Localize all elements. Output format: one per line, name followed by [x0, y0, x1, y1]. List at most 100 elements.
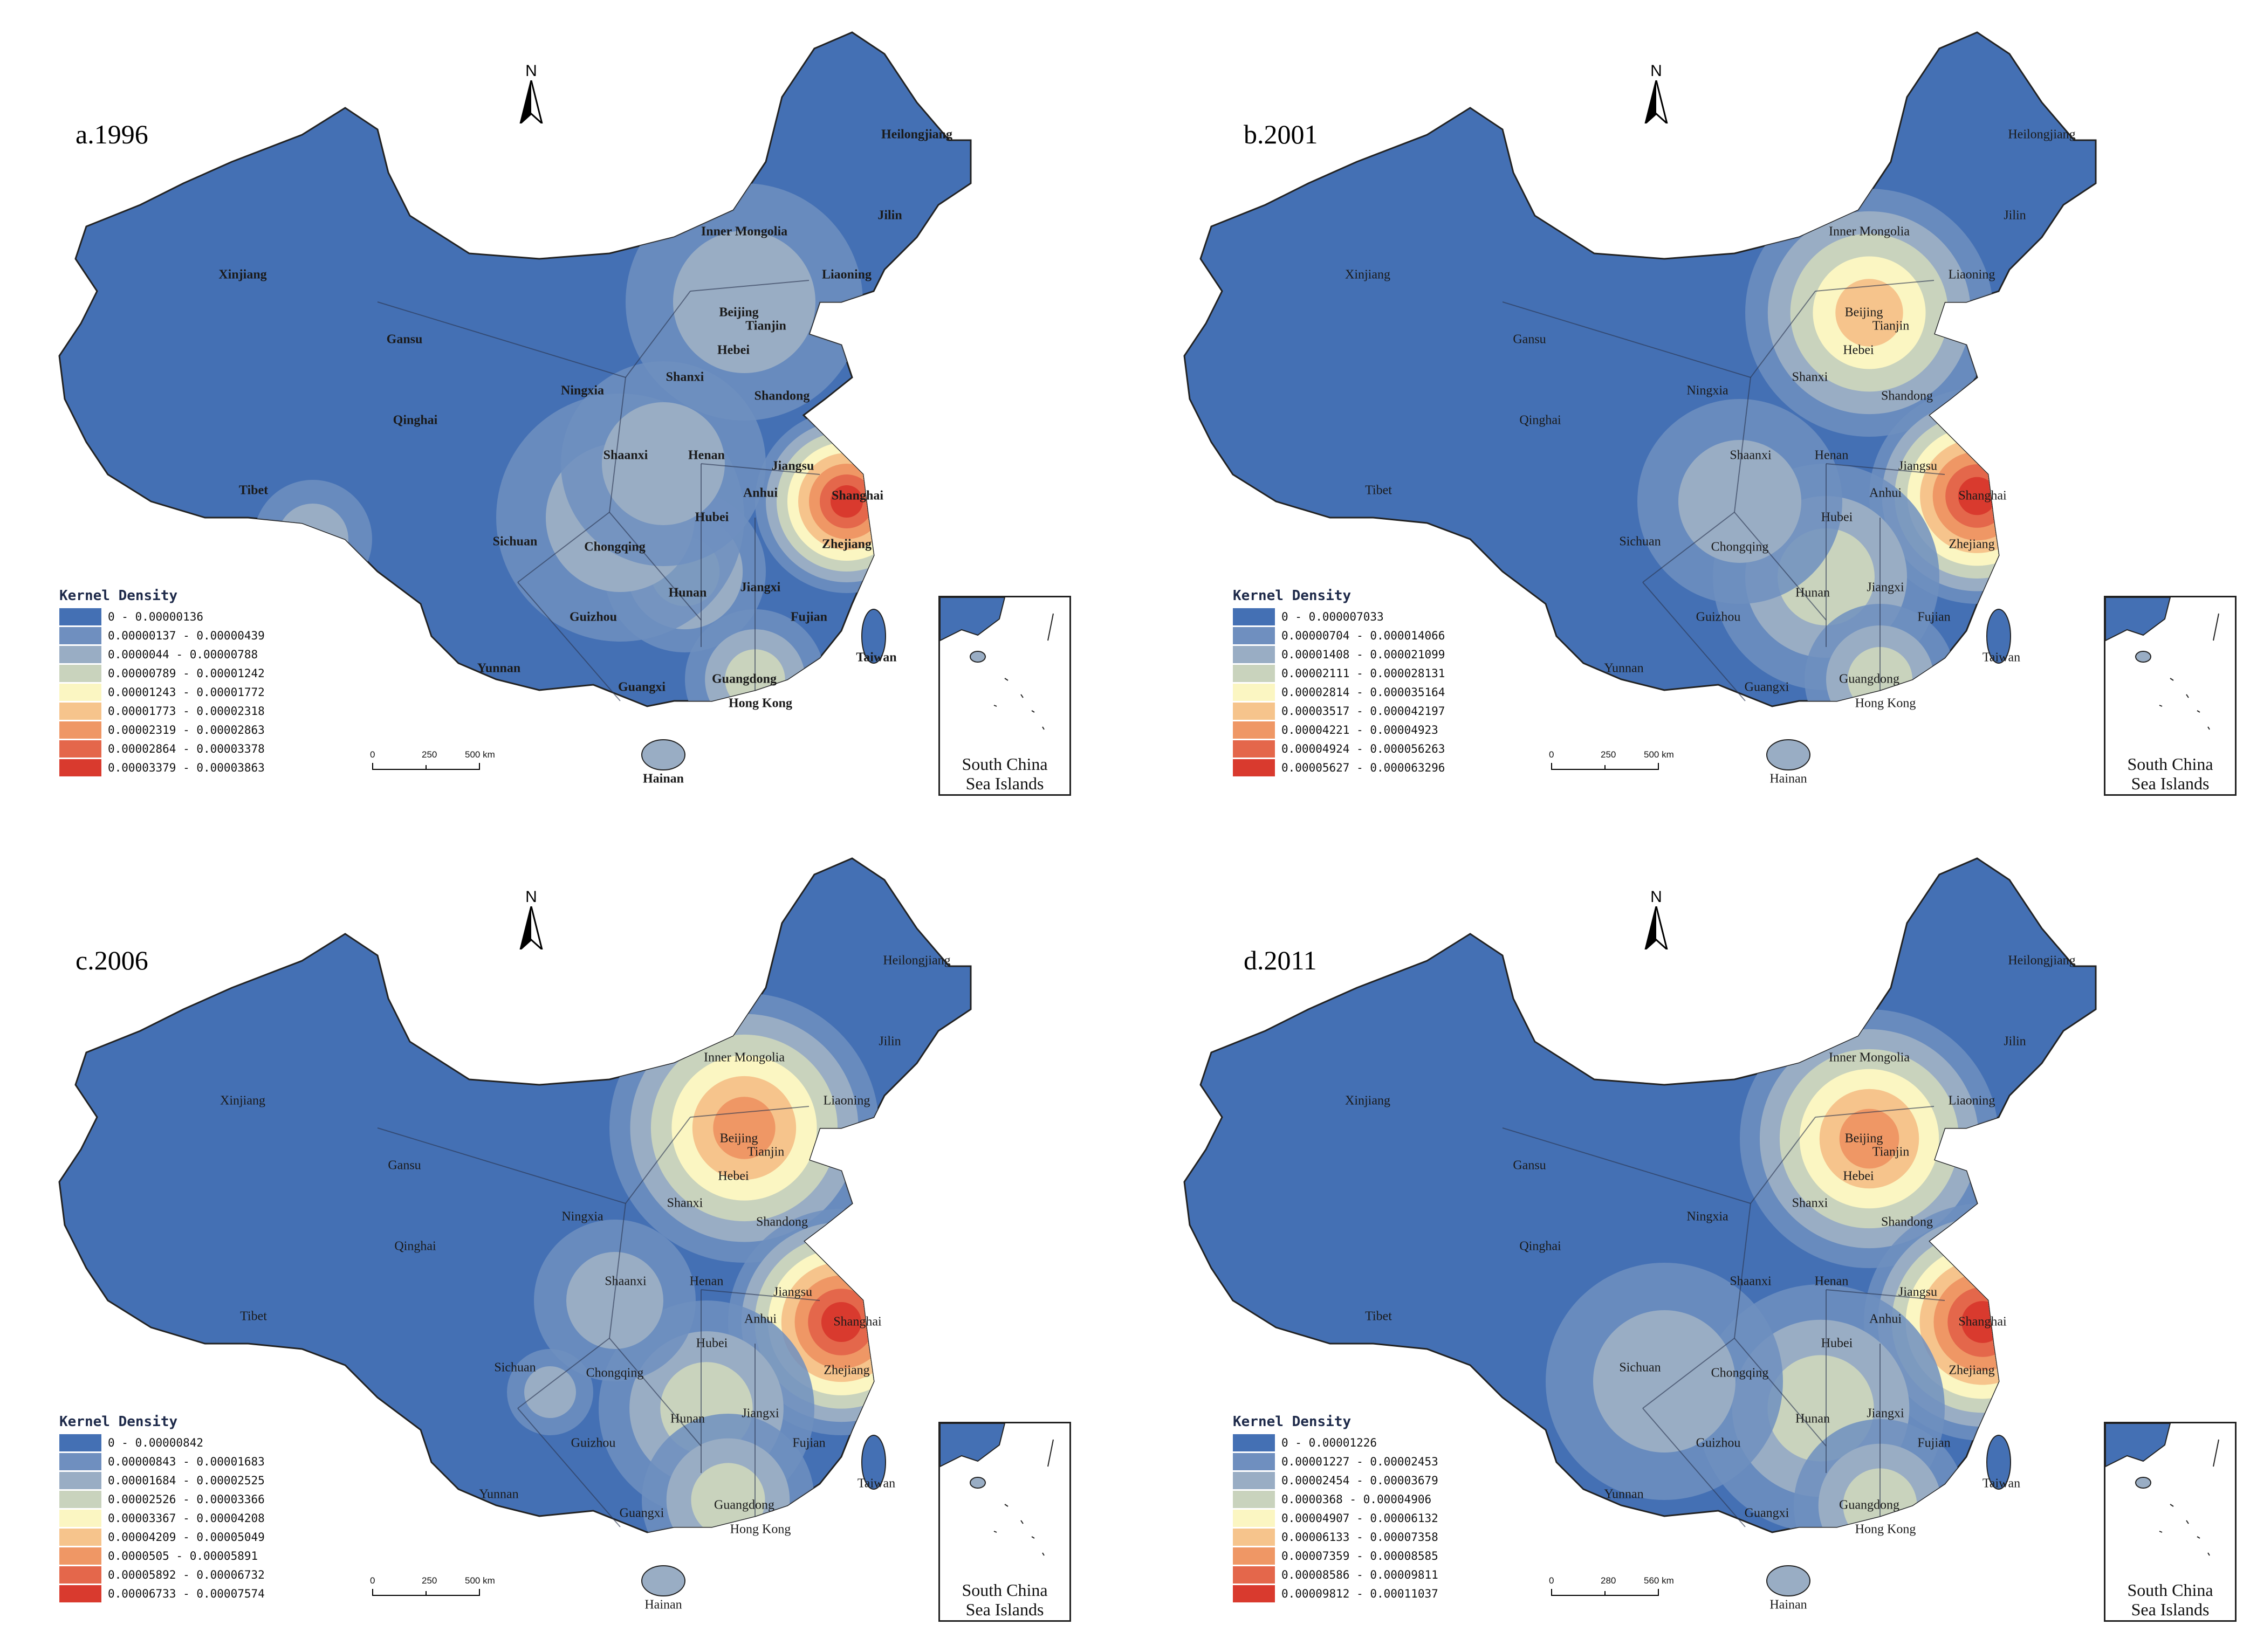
kernel-density-map — [58, 31, 972, 770]
province-label: Liaoning — [1948, 1093, 1995, 1108]
density-ring-level-2 — [602, 402, 725, 525]
legend-swatch — [1233, 1471, 1275, 1489]
legend-title: Kernel Density — [59, 588, 178, 604]
inset-label: Sea Islands — [2131, 1600, 2210, 1619]
legend-swatch — [1233, 1490, 1275, 1508]
province-label: Jilin — [877, 208, 902, 223]
hainan-island — [1766, 739, 1810, 770]
province-label: Zhejiang — [1949, 537, 1995, 552]
province-label: Yunnan — [1604, 1487, 1644, 1502]
legend-label: 0 - 0.00000136 — [108, 610, 204, 623]
scale-tick-label: 0 — [370, 1575, 375, 1586]
province-label: Jiangsu — [1898, 1285, 1937, 1299]
legend-label: 0.00002319 - 0.00002863 — [108, 723, 265, 736]
province-label: Jiangsu — [773, 1285, 812, 1299]
taiwan-island — [861, 1435, 886, 1490]
kernel-density-legend: Kernel Density 0 - 0.000007033 0.00000704 … — [1233, 588, 1445, 777]
province-label: Guangxi — [1744, 680, 1789, 694]
legend-swatch — [59, 608, 101, 625]
province-label: Hong Kong — [730, 1522, 791, 1537]
density-ring-level-8 — [831, 485, 863, 518]
scale-tick-label: 500 km — [1644, 749, 1674, 760]
legend-swatch — [1233, 1509, 1275, 1527]
province-label: Gansu — [388, 1158, 421, 1173]
density-ring-level-8 — [821, 1302, 862, 1343]
province-boundary — [609, 377, 626, 513]
legend-row: 0.00001243 - 0.00001772 — [59, 683, 265, 701]
panel-title: c.2006 — [76, 945, 148, 975]
legend-label: 0.00002526 - 0.00003366 — [108, 1492, 265, 1506]
scale-bar: 0 280 560 km — [1549, 1575, 1680, 1599]
province-boundary — [701, 1289, 820, 1301]
legend-swatch — [59, 1434, 101, 1451]
province-label: Liaoning — [823, 1093, 870, 1108]
inset-label: Sea Islands — [965, 1600, 1044, 1619]
province-label: Hubei — [696, 1336, 728, 1351]
province-label: Liaoning — [821, 267, 872, 282]
legend-swatch — [1233, 627, 1275, 644]
density-ring-level-1 — [253, 480, 372, 598]
legend-title: Kernel Density — [1233, 588, 1352, 604]
province-boundary — [701, 463, 820, 475]
density-ring-level-2 — [566, 1252, 663, 1349]
province-label: Hong Kong — [1855, 1522, 1916, 1537]
south-china-sea-inset: South China Sea Islands — [938, 1422, 1071, 1622]
province-label: Shanghai — [1958, 1314, 2007, 1329]
panel-title: a.1996 — [76, 119, 148, 149]
province-label: Fujian — [1917, 1436, 1951, 1450]
legend-row: 0.00003367 - 0.00004208 — [59, 1509, 265, 1527]
province-label: Henan — [1814, 448, 1849, 463]
province-label: Beijing — [719, 305, 759, 320]
legend-row: 0.00002814 - 0.000035164 — [1233, 683, 1445, 701]
province-label: Hainan — [642, 772, 684, 786]
province-boundary — [1734, 1203, 1751, 1339]
province-label: Ningxia — [561, 1209, 603, 1224]
map-panel-b-2001: b.2001 N Xinjiang Tibet Qinghai Gansu Inner Mo… — [1125, 0, 2250, 826]
province-label: Hainan — [1769, 1598, 1807, 1612]
legend-label: 0.00002814 - 0.000035164 — [1281, 685, 1445, 699]
province-label: Liaoning — [1948, 267, 1995, 282]
legend-row: 0.00004924 - 0.000056263 — [1233, 739, 1445, 758]
legend-swatch — [1233, 759, 1275, 776]
province-label: Hebei — [717, 343, 750, 357]
province-boundary — [1642, 1338, 1735, 1409]
legend-row: 0.00001408 - 0.000021099 — [1233, 645, 1445, 664]
province-label: Shandong — [1881, 389, 1933, 403]
legend-row: 0.00002319 - 0.00002863 — [59, 720, 265, 739]
province-label: Henan — [689, 1274, 724, 1289]
legend-label: 0.00002111 - 0.000028131 — [1281, 666, 1445, 680]
province-label: Sichuan — [492, 534, 538, 549]
legend-label: 0.00005892 - 0.00006732 — [108, 1568, 265, 1581]
legend-row: 0.00006733 - 0.00007574 — [59, 1584, 265, 1603]
province-label: Hunan — [670, 1412, 705, 1426]
province-label: Guangdong — [1839, 1498, 1899, 1512]
density-ring-level-6 — [1839, 1109, 1899, 1169]
south-china-sea-inset: South China Sea Islands — [938, 596, 1071, 796]
north-label: N — [1650, 62, 1662, 80]
density-ring-level-2 — [277, 504, 348, 575]
province-label: Gansu — [1513, 332, 1546, 347]
density-ring-level-6 — [713, 1097, 776, 1159]
legend-row: 0.00003517 - 0.000042197 — [1233, 701, 1445, 720]
north-arrow-icon: N — [518, 62, 545, 126]
scale-tick-label: 500 km — [465, 749, 495, 760]
legend-label: 0.00002454 - 0.00003679 — [1281, 1474, 1438, 1487]
province-label: Tianjin — [1872, 1145, 1910, 1159]
province-label: Shanghai — [833, 1314, 882, 1329]
province-label: Tibet — [238, 483, 269, 498]
legend-label: 0.00000789 - 0.00001242 — [108, 666, 265, 680]
legend-row: 0.0000505 - 0.00005891 — [59, 1546, 265, 1565]
scale-tick-label: 560 km — [1644, 1575, 1674, 1586]
south-china-sea-inset: South China Sea Islands — [2104, 596, 2237, 796]
province-label: Shanxi — [1792, 1196, 1828, 1210]
province-label: Taiwan — [857, 1476, 896, 1491]
province-label: Shanghai — [831, 488, 884, 503]
province-label: Jiangxi — [1867, 580, 1904, 595]
scale-tick-label: 250 — [1601, 749, 1616, 760]
density-ring-level-2 — [1593, 1310, 1735, 1453]
legend-row: 0.00004209 - 0.00005049 — [59, 1527, 265, 1546]
legend-label: 0.00006733 - 0.00007574 — [108, 1587, 265, 1600]
legend-row: 0 - 0.00001226 — [1233, 1433, 1438, 1452]
legend-swatch — [59, 645, 101, 663]
hainan-island — [641, 1565, 685, 1596]
